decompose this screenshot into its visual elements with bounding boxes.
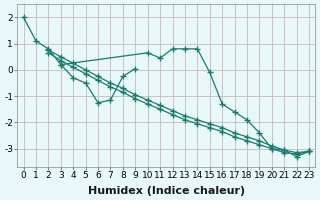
X-axis label: Humidex (Indice chaleur): Humidex (Indice chaleur) [88,186,245,196]
